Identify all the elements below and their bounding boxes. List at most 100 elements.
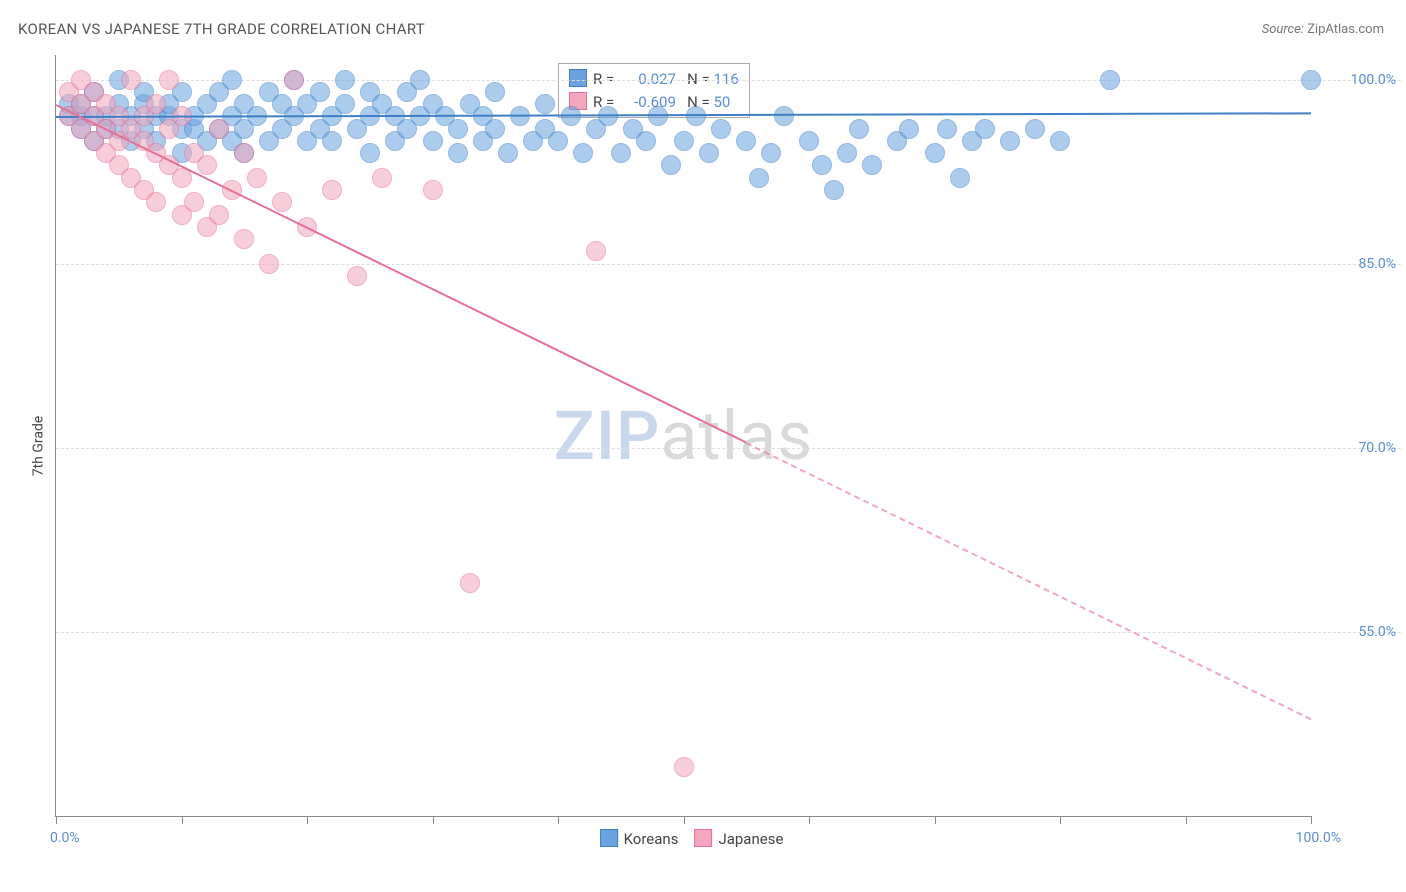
- trend-line: [56, 104, 747, 443]
- watermark-part1: ZIP: [554, 396, 661, 476]
- chart-title: KOREAN VS JAPANESE 7TH GRADE CORRELATION…: [18, 20, 425, 38]
- data-point: [1000, 131, 1020, 151]
- data-point: [184, 192, 204, 212]
- data-point: [222, 70, 242, 90]
- data-point: [322, 131, 342, 151]
- gridline: [56, 80, 1401, 81]
- data-point: [197, 155, 217, 175]
- x-tick: [307, 816, 308, 824]
- data-point: [310, 82, 330, 102]
- x-tick: [684, 816, 685, 824]
- series-legend: Koreans Japanese: [584, 829, 784, 848]
- gridline: [56, 632, 1401, 633]
- data-point: [360, 143, 380, 163]
- data-point: [1025, 119, 1045, 139]
- data-point: [611, 143, 631, 163]
- data-point: [636, 131, 656, 151]
- y-axis-label: 7th Grade: [30, 416, 46, 477]
- data-point: [1050, 131, 1070, 151]
- data-point: [335, 94, 355, 114]
- legend-swatch: [600, 829, 618, 847]
- data-point: [485, 119, 505, 139]
- trend-line: [746, 442, 1312, 720]
- data-point: [460, 573, 480, 593]
- data-point: [774, 106, 794, 126]
- data-point: [749, 168, 769, 188]
- data-point: [259, 254, 279, 274]
- data-point: [234, 143, 254, 163]
- data-point: [146, 94, 166, 114]
- x-tick: [1311, 816, 1312, 824]
- x-tick: [1186, 816, 1187, 824]
- data-point: [234, 229, 254, 249]
- legend-n-value: 50: [713, 93, 730, 111]
- data-point: [674, 131, 694, 151]
- legend-swatch: [694, 829, 712, 847]
- data-point: [937, 119, 957, 139]
- data-point: [347, 266, 367, 286]
- data-point: [448, 143, 468, 163]
- data-point: [573, 143, 593, 163]
- data-point: [1301, 70, 1321, 90]
- data-point: [686, 106, 706, 126]
- scatter-plot-area: ZIPatlas R = 0.027 N = 116R = -0.609 N =…: [55, 55, 1311, 817]
- data-point: [699, 143, 719, 163]
- data-point: [209, 205, 229, 225]
- data-point: [121, 70, 141, 90]
- data-point: [535, 94, 555, 114]
- data-point: [247, 168, 267, 188]
- data-point: [209, 119, 229, 139]
- data-point: [498, 143, 518, 163]
- y-tick-label: 85.0%: [1358, 256, 1396, 272]
- data-point: [862, 155, 882, 175]
- x-tick: [809, 816, 810, 824]
- data-point: [812, 155, 832, 175]
- legend-r-value: -0.609: [618, 91, 676, 114]
- x-axis-max-label: 100.0%: [1296, 830, 1341, 846]
- data-point: [824, 180, 844, 200]
- legend-series-label: Japanese: [718, 830, 783, 848]
- data-point: [272, 192, 292, 212]
- data-point: [159, 70, 179, 90]
- data-point: [899, 119, 919, 139]
- legend-swatch: [569, 69, 587, 87]
- data-point: [711, 119, 731, 139]
- x-tick: [935, 816, 936, 824]
- source-value: ZipAtlas.com: [1307, 22, 1384, 37]
- data-point: [975, 119, 995, 139]
- x-tick: [433, 816, 434, 824]
- watermark: ZIPatlas: [554, 396, 814, 476]
- data-point: [761, 143, 781, 163]
- data-point: [423, 180, 443, 200]
- x-tick: [182, 816, 183, 824]
- data-point: [448, 119, 468, 139]
- y-tick-label: 100.0%: [1351, 72, 1396, 88]
- data-point: [648, 106, 668, 126]
- data-point: [674, 757, 694, 777]
- data-point: [284, 70, 304, 90]
- data-point: [586, 241, 606, 261]
- x-tick: [558, 816, 559, 824]
- data-point: [837, 143, 857, 163]
- source-label: Source:: [1262, 22, 1304, 37]
- data-point: [849, 119, 869, 139]
- data-point: [485, 82, 505, 102]
- y-tick-label: 70.0%: [1358, 440, 1396, 456]
- gridline: [56, 448, 1401, 449]
- gridline: [56, 264, 1401, 265]
- data-point: [799, 131, 819, 151]
- data-point: [423, 131, 443, 151]
- data-point: [410, 70, 430, 90]
- x-tick: [56, 816, 57, 824]
- data-point: [322, 180, 342, 200]
- data-point: [661, 155, 681, 175]
- data-point: [372, 168, 392, 188]
- data-point: [335, 70, 355, 90]
- x-axis-min-label: 0.0%: [50, 830, 80, 846]
- data-point: [736, 131, 756, 151]
- data-point: [146, 192, 166, 212]
- source-attribution: Source: ZipAtlas.com: [1262, 22, 1384, 37]
- legend-series-label: Koreans: [624, 830, 679, 848]
- y-tick-label: 55.0%: [1358, 624, 1396, 640]
- data-point: [548, 131, 568, 151]
